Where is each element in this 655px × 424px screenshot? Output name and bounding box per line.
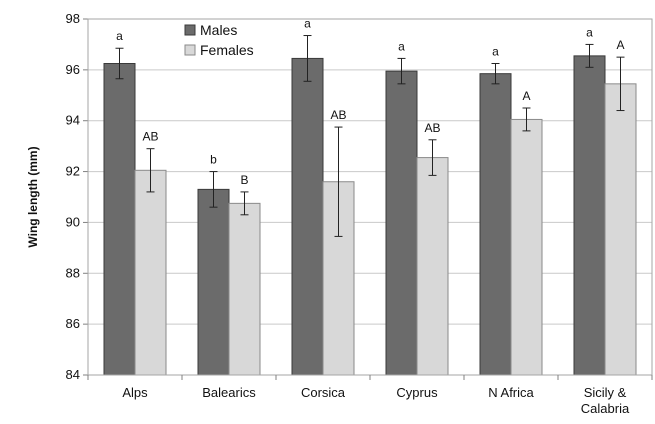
significance-label: a [116,29,123,43]
significance-label: a [492,45,499,59]
x-category-label: N Africa [488,385,534,400]
bar-males [197,188,230,376]
y-tick-label: 98 [66,11,80,26]
significance-label: b [210,153,217,167]
y-tick-label: 92 [66,164,80,179]
x-category-label: Corsica [301,385,346,400]
y-tick-label: 86 [66,316,80,331]
error-bar-layer [115,35,625,237]
y-tick-label: 90 [66,214,80,229]
x-category-label: Sicily & [584,385,627,400]
bar-females [228,202,261,376]
significance-label: a [304,17,311,31]
bar-females [604,83,637,376]
bar-males [573,55,606,376]
y-tick-label: 94 [66,113,80,128]
y-axis-title: Wing length (mm) [26,146,40,247]
bar-layer [103,55,637,376]
significance-label: a [586,25,593,39]
x-category-label: Cyprus [396,385,438,400]
label-layer: a AB Alps b B Balearics a AB Corsica a AB Cyprus a A N… [116,17,630,416]
legend-label: Males [200,22,237,38]
significance-label: B [240,173,248,187]
y-tick-label: 96 [66,62,80,77]
bar-females [510,118,543,376]
significance-label: A [522,89,530,103]
x-category-label: Balearics [202,385,256,400]
significance-label: A [616,38,624,52]
bar-males [479,73,512,376]
legend-swatch [184,24,196,36]
y-tick-label: 88 [66,265,80,280]
y-tick-label: 84 [66,367,80,382]
significance-label: AB [142,130,158,144]
significance-label: AB [330,108,346,122]
legend: Males Females [184,22,254,58]
significance-label: AB [424,121,440,135]
legend-swatch [184,44,196,56]
x-category-label: Calabria [581,401,630,416]
bar-males [103,63,136,376]
plot-border [87,18,653,376]
axis-layer: 84 86 88 90 92 94 96 98 [66,11,653,382]
legend-label: Females [200,42,254,58]
bar-females [416,157,449,376]
bar-males [291,57,324,376]
bar-males [385,70,418,376]
significance-label: a [398,39,405,53]
grid-layer [88,18,652,376]
x-category-label: Alps [122,385,148,400]
bar-females [134,169,167,376]
